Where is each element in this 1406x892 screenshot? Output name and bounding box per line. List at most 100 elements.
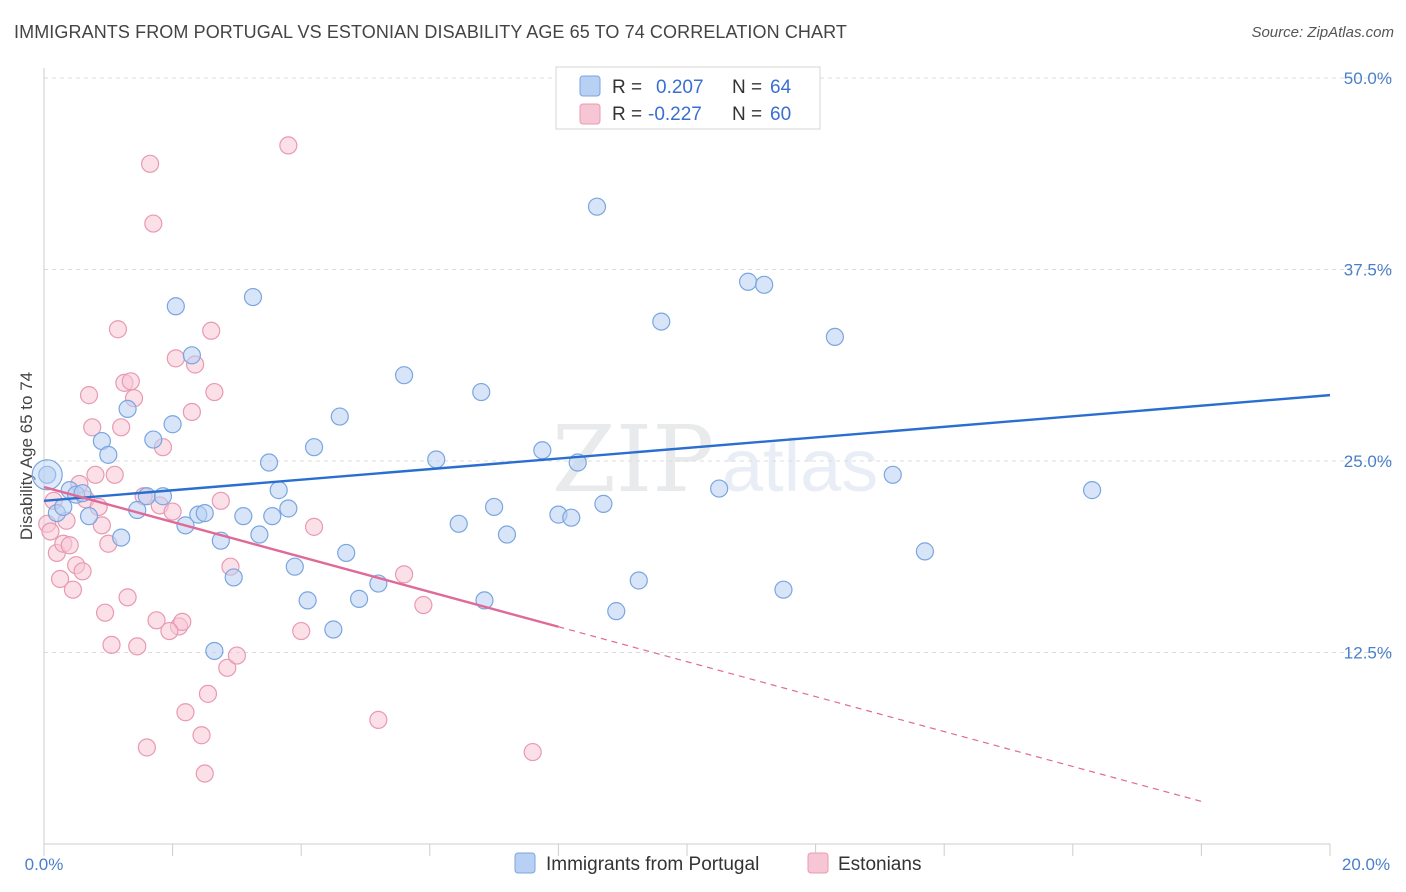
estonians-point [211,491,230,510]
legend-r-value-blue: 0.207 [656,77,704,98]
estonians-trend-line-extension [558,626,1202,802]
bottom-legend-swatch-blue [514,852,536,874]
estonians-point [105,465,124,484]
estonians-point [95,603,115,622]
estonians-point [118,588,137,607]
legend-r-value-pink: -0.227 [648,104,702,125]
estonians-point [63,580,83,599]
legend-n-label-blue: N = [732,77,762,98]
portugal-point [652,312,671,331]
estonians-point [198,684,218,703]
bottom-legend-label-portugal: Immigrants from Portugal [546,854,759,875]
estonians-point [202,321,221,340]
estonians-point [79,386,99,405]
estonians-point [108,320,128,339]
estonians-point [292,621,311,641]
portugal-point [485,497,504,517]
legend-n-value-blue: 64 [770,77,792,98]
portugal-point [182,346,201,365]
estonians-point [192,726,211,745]
portugal-point [594,494,613,513]
portugal-point [755,275,774,294]
portugal-point [1082,481,1102,500]
portugal-point [497,525,517,544]
estonians-point [205,382,224,402]
legend-swatch-blue [579,75,601,97]
portugal-point [915,542,935,561]
portugal-point [144,430,163,449]
estonians-point [112,418,131,437]
estonians-point [523,742,542,762]
top-legend: R = 0.207 N = 64 R = -0.227 N = 60 [555,66,821,130]
tick-labels: 12.5% 25.0% 37.5% 50.0% 0.0% 20.0% [25,69,1392,874]
grid [44,77,1392,653]
portugal-point [427,450,446,469]
legend-r-label-blue: R = [612,77,642,98]
portugal-point [883,465,902,484]
portugal-point [259,453,279,472]
portugal-point [269,481,288,500]
estonians-trend-line [43,485,559,628]
estonians-point [218,658,237,677]
legend-n-label-pink: N = [732,104,762,125]
portugal-point [234,507,253,526]
estonians-points [38,136,542,783]
portugal-point [112,528,131,547]
portugal-point [298,591,317,610]
portugal-point [285,557,304,576]
trend-lines [43,393,1331,802]
estonians-point [414,595,433,615]
watermark-atlas: atlas [722,424,878,507]
estonians-point [173,612,192,631]
estonians-point [140,154,160,173]
bottom-legend-label-estonians: Estonians [838,854,921,875]
estonians-point [102,635,121,654]
portugal-point [738,272,758,291]
estonians-point [137,738,156,757]
y-tick-label: 37.5% [1344,261,1392,280]
estonians-point [182,402,201,422]
y-axis-label: Disability Age 65 to 74 [17,372,36,540]
estonians-point [60,536,79,555]
bottom-legend-swatch-pink [807,852,829,874]
portugal-point [349,589,369,608]
legend-swatch-pink [579,103,601,125]
estonians-point [160,621,179,641]
portugal-point [54,497,73,517]
estonians-point [195,764,214,783]
estonians-point [128,637,147,656]
legend-r-label-pink: R = [612,104,642,125]
legend-n-value-pink: 60 [770,104,791,125]
portugal-point [166,297,185,316]
portugal-trend-line [43,393,1331,503]
estonians-point [41,522,60,541]
estonians-point [304,517,324,536]
estonians-point [144,214,163,233]
estonians-point [227,646,246,665]
portugal-point [79,507,99,526]
estonians-point [166,349,185,368]
estonians-point [50,569,70,589]
portugal-point [710,479,729,498]
estonians-point [83,418,102,437]
estonians-point [279,136,298,155]
estonians-point [394,565,414,584]
portugal-point [263,507,282,526]
portugal-points [31,105,1102,661]
portugal-point [394,366,414,385]
portugal-point [472,382,491,402]
y-tick-label: 25.0% [1344,452,1392,471]
portugal-point [224,568,243,587]
estonians-point [369,710,388,730]
x-tick-label-min: 0.0% [25,855,64,874]
portugal-point [330,407,349,426]
portugal-point [205,641,224,661]
portugal-point [250,525,269,544]
estonians-point [147,611,166,630]
portugal-point [825,327,844,347]
estonians-point [73,562,92,581]
portugal-point [587,197,607,216]
estonians-point [163,502,182,521]
portugal-point [337,543,356,563]
